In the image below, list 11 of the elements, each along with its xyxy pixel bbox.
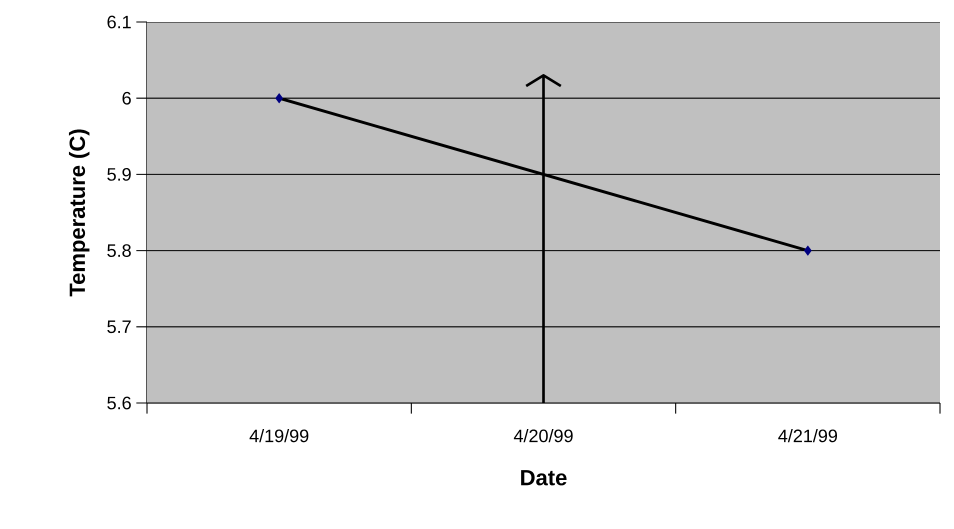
- y-tick-label: 5.7: [107, 320, 131, 334]
- y-tick-label: 6.1: [108, 16, 131, 28]
- x-tick-label: 4/21/99: [778, 429, 838, 442]
- y-tick-label: 5.9: [107, 168, 131, 181]
- y-tick-label: 6: [122, 92, 131, 105]
- x-tick-label: 4/20/99: [514, 429, 573, 442]
- x-axis-title: Date: [521, 470, 567, 486]
- y-axis-title: Temperature (C): [68, 129, 90, 296]
- y-tick-label: 5.6: [107, 396, 131, 410]
- x-tick-label: 4/19/99: [250, 429, 308, 442]
- y-tick-label: 5.8: [107, 244, 131, 257]
